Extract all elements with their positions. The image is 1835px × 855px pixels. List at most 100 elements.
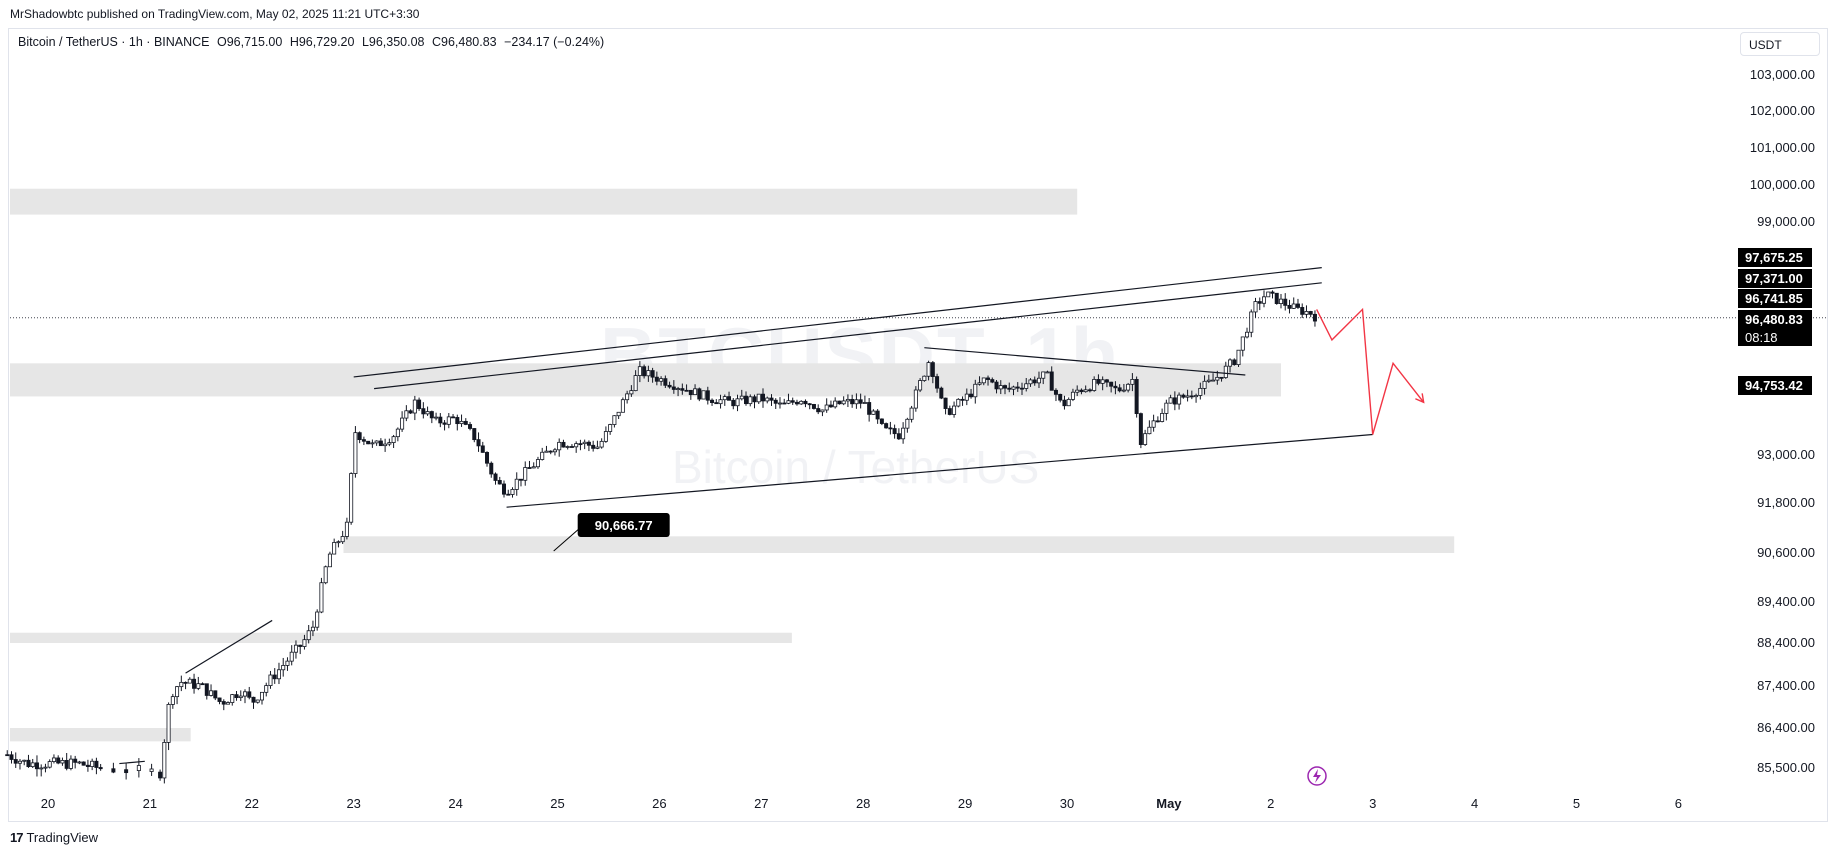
price-label-box[interactable] — [1738, 269, 1812, 288]
published-info: MrShadowbtc published on TradingView.com… — [10, 7, 420, 21]
countdown-box — [1738, 329, 1812, 346]
y-axis-tick: 100,000.00 — [1750, 177, 1815, 192]
x-axis-tick: 2 — [1267, 796, 1274, 811]
candle-body — [926, 362, 931, 377]
candle-body — [336, 541, 341, 544]
candle-body — [1198, 387, 1203, 396]
trend-line[interactable] — [374, 282, 1322, 390]
trend-line[interactable] — [924, 347, 1246, 376]
trend-line[interactable] — [185, 619, 273, 674]
price-label-box[interactable] — [1738, 310, 1812, 329]
supply-demand-zone[interactable] — [343, 536, 1455, 553]
candle-body — [1245, 331, 1250, 338]
candle-body — [39, 767, 44, 770]
currency-button[interactable]: USDT — [1740, 32, 1820, 56]
candle-body — [578, 443, 583, 446]
candle-body — [1011, 386, 1016, 390]
y-axis-tick: 91,800.00 — [1757, 495, 1815, 510]
candle-body — [1100, 379, 1105, 384]
candle-body — [213, 690, 218, 699]
candle-body — [671, 386, 676, 390]
candle-body — [760, 393, 765, 402]
candle-body — [964, 393, 969, 401]
trend-line[interactable] — [353, 267, 1322, 378]
candle-body — [51, 757, 56, 762]
tradingview-footer[interactable]: 17 TradingView — [10, 830, 98, 845]
candle-body — [803, 400, 808, 405]
candle-body — [1053, 389, 1058, 395]
price-label-box[interactable] — [1738, 376, 1812, 395]
candle-body — [192, 678, 197, 689]
candle-body — [1049, 371, 1054, 391]
candle-body — [998, 385, 1003, 390]
callout-box[interactable] — [577, 513, 670, 537]
candle-body — [43, 766, 48, 769]
candle-body — [459, 420, 464, 425]
candle-body — [1058, 393, 1063, 401]
candle-body — [230, 694, 235, 703]
candle-body — [1283, 298, 1288, 306]
candle-body — [680, 388, 685, 391]
candle-body — [1130, 379, 1135, 385]
candle-body — [1177, 394, 1182, 405]
candle-body — [81, 761, 86, 766]
candle-body — [434, 416, 439, 419]
candle-body — [124, 769, 129, 774]
supply-demand-zone[interactable] — [10, 188, 1078, 215]
candle-body — [315, 611, 320, 628]
supply-demand-zone[interactable] — [10, 728, 191, 742]
candle-body — [289, 651, 294, 662]
candle-body — [438, 416, 443, 424]
ohlc-low: L96,350.08 — [361, 35, 425, 49]
trend-line[interactable] — [506, 433, 1373, 508]
candle-body — [1202, 380, 1207, 389]
candle-body — [429, 411, 434, 419]
price-label-box[interactable] — [1738, 248, 1812, 267]
candle-body — [1194, 395, 1199, 398]
trend-line[interactable] — [119, 760, 145, 765]
candle-body — [1211, 379, 1216, 382]
candle-body — [1164, 402, 1169, 414]
candle-body — [425, 411, 430, 415]
candle-body — [548, 450, 553, 453]
candle-body — [497, 480, 502, 485]
y-axis-tick: 99,000.00 — [1757, 214, 1815, 229]
candle-body — [1249, 311, 1254, 333]
candle-body — [136, 765, 141, 771]
supply-demand-zone[interactable] — [10, 632, 792, 643]
x-axis-tick: 26 — [652, 796, 666, 811]
candle-body — [625, 393, 630, 401]
candle-body — [1126, 383, 1131, 391]
candle-body — [383, 443, 388, 447]
candle-body — [60, 760, 65, 764]
candle-body — [591, 444, 596, 449]
candle-body — [293, 644, 298, 653]
lightning-icon[interactable] — [1307, 766, 1327, 786]
candle-body — [659, 378, 664, 382]
price-label: 96,480.83 — [1745, 312, 1803, 327]
candle-body — [323, 566, 328, 584]
ohlc-close: C96,480.83 — [432, 35, 497, 49]
candle-body — [166, 704, 171, 743]
candle-body — [616, 411, 621, 417]
price-label-box[interactable] — [1738, 289, 1812, 308]
candle-body — [327, 553, 332, 568]
candle-body — [922, 375, 927, 381]
candle-body — [850, 398, 855, 405]
candle-body — [867, 402, 872, 415]
candle-body — [1003, 385, 1008, 389]
candle-body — [1232, 359, 1237, 366]
x-axis-tick: 4 — [1471, 796, 1478, 811]
symbol-legend[interactable]: Bitcoin / TetherUS · 1h · BINANCE O96,71… — [18, 35, 608, 49]
candle-body — [451, 416, 456, 419]
candle-body — [1041, 371, 1046, 379]
projection-path[interactable] — [1316, 307, 1425, 435]
x-axis-tick: 6 — [1675, 796, 1682, 811]
candle-body — [828, 404, 833, 408]
candle-body — [319, 582, 324, 613]
candle-body — [930, 362, 935, 377]
candle-body — [476, 439, 481, 447]
candle-body — [281, 665, 286, 671]
candle-body — [1109, 381, 1114, 387]
